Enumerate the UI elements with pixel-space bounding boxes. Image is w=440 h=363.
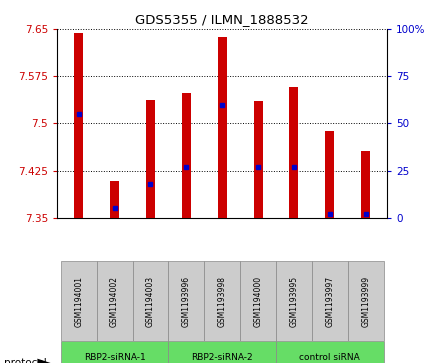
- Bar: [240, 261, 276, 341]
- Bar: [253, 101, 263, 218]
- Text: GSM1194003: GSM1194003: [146, 276, 155, 327]
- Bar: [61, 341, 169, 363]
- Text: protocol: protocol: [4, 358, 47, 363]
- Text: GSM1193998: GSM1193998: [218, 276, 227, 327]
- Polygon shape: [37, 359, 51, 363]
- Bar: [204, 261, 240, 341]
- Bar: [276, 261, 312, 341]
- Bar: [182, 93, 191, 218]
- Bar: [169, 341, 276, 363]
- Bar: [61, 261, 97, 341]
- Bar: [312, 261, 348, 341]
- Bar: [325, 131, 334, 218]
- Bar: [169, 261, 204, 341]
- Bar: [276, 341, 384, 363]
- Title: GDS5355 / ILMN_1888532: GDS5355 / ILMN_1888532: [136, 13, 309, 26]
- Bar: [290, 87, 298, 218]
- Bar: [146, 99, 155, 218]
- Bar: [132, 261, 169, 341]
- Text: GSM1193995: GSM1193995: [290, 276, 298, 327]
- Text: GSM1193997: GSM1193997: [325, 276, 334, 327]
- Text: control siRNA
transfected: control siRNA transfected: [300, 353, 360, 363]
- Bar: [97, 261, 132, 341]
- Text: GSM1193996: GSM1193996: [182, 276, 191, 327]
- Bar: [110, 181, 119, 218]
- Text: GSM1194001: GSM1194001: [74, 276, 83, 327]
- Bar: [361, 151, 370, 218]
- Bar: [74, 33, 83, 218]
- Text: RBP2-siRNA-2
transfected: RBP2-siRNA-2 transfected: [191, 353, 253, 363]
- Text: GSM1194002: GSM1194002: [110, 276, 119, 327]
- Bar: [348, 261, 384, 341]
- Bar: [218, 37, 227, 218]
- Text: GSM1194000: GSM1194000: [253, 276, 263, 327]
- Text: GSM1193999: GSM1193999: [361, 276, 370, 327]
- Text: RBP2-siRNA-1
transfected: RBP2-siRNA-1 transfected: [84, 353, 146, 363]
